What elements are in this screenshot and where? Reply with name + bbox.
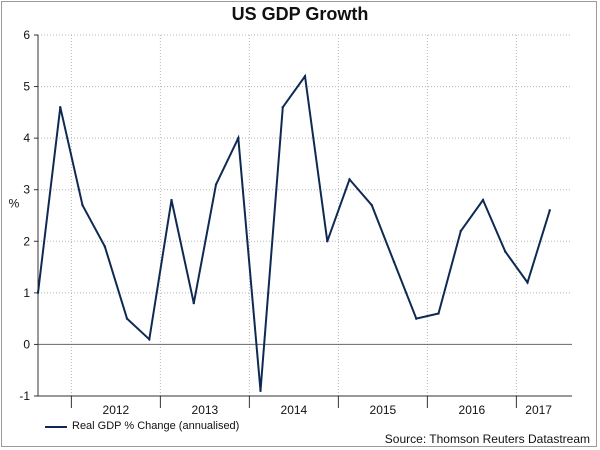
data-point xyxy=(326,240,329,243)
data-point xyxy=(125,317,129,320)
data-point xyxy=(392,260,396,264)
data-point xyxy=(259,389,262,393)
data-point xyxy=(348,178,351,181)
data-point xyxy=(459,229,462,233)
legend-line-swatch xyxy=(45,426,67,428)
data-point xyxy=(481,198,485,202)
data-point xyxy=(504,250,507,253)
axes: -1 0 1 2 3 4 5 6 2012 2013 2014 2015 2016 2017% xyxy=(9,28,572,417)
y-tick-label: 4 xyxy=(23,131,30,145)
y-tick-label: -1 xyxy=(19,389,30,403)
x-tick-label: 2014 xyxy=(281,403,308,417)
data-point xyxy=(103,245,106,248)
data-point xyxy=(59,106,62,109)
data-point xyxy=(370,203,373,207)
data-point xyxy=(548,209,551,212)
y-tick-label: 5 xyxy=(23,80,30,94)
data-point xyxy=(36,291,40,295)
x-tick-label: 2017 xyxy=(525,403,552,417)
data-point xyxy=(237,136,240,140)
data-point xyxy=(148,338,151,341)
data-point xyxy=(192,301,195,305)
x-tick-label: 2012 xyxy=(103,403,130,417)
grid xyxy=(38,34,572,397)
data-point xyxy=(281,106,284,109)
y-tick-label: 3 xyxy=(23,183,30,197)
series-line xyxy=(37,73,551,391)
x-tick-label: 2016 xyxy=(459,403,486,417)
data-point xyxy=(303,75,307,78)
data-point xyxy=(214,183,218,186)
x-tick-label: 2013 xyxy=(192,403,219,417)
data-point xyxy=(526,281,529,284)
y-tick-label: 1 xyxy=(23,286,30,300)
y-tick-label: 0 xyxy=(23,337,30,351)
data-point xyxy=(170,198,173,202)
y-axis-label: % xyxy=(9,197,20,211)
series-layer xyxy=(36,73,551,393)
y-tick-label: 6 xyxy=(23,28,30,42)
source-note: Source: Thomson Reuters Datastream xyxy=(384,432,590,446)
chart-title: US GDP Growth xyxy=(231,4,369,24)
x-tick-label: 2015 xyxy=(370,403,397,417)
y-tick-label: 2 xyxy=(23,234,30,248)
data-point xyxy=(437,312,440,315)
legend-label: Real GDP % Change (annualised) xyxy=(72,420,240,432)
data-point xyxy=(81,203,84,207)
data-point xyxy=(415,317,418,320)
